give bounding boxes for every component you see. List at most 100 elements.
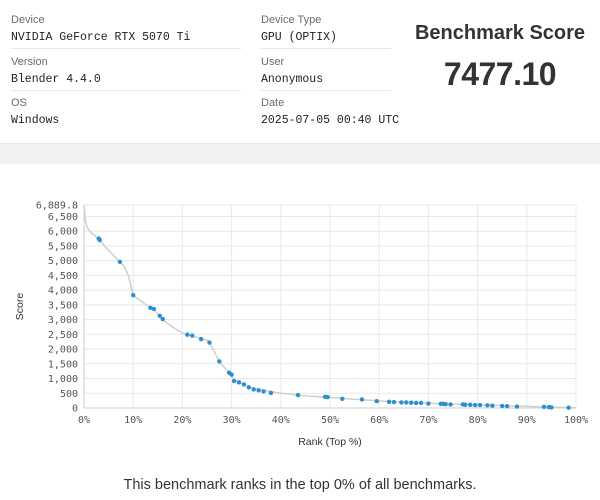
data-point (198, 336, 204, 342)
os-value: Windows (11, 114, 60, 127)
device-label: Device (11, 14, 45, 26)
data-point (399, 400, 404, 405)
user-value: Anonymous (261, 73, 324, 86)
y-tick-label: 3,500 (48, 300, 78, 311)
data-point (251, 387, 256, 392)
y-axis-title: Score (14, 293, 26, 321)
data-point (404, 400, 409, 405)
date-label: Date (261, 97, 285, 109)
data-point (448, 402, 453, 407)
data-point (490, 403, 495, 408)
x-tick-label: 60% (370, 415, 388, 426)
benchmark-info-panel: Device NVIDIA GeForce RTX 5070 Ti Versio… (0, 0, 600, 143)
user-label: User (261, 56, 285, 68)
data-point (386, 399, 392, 405)
data-point (463, 402, 468, 407)
x-tick-label: 30% (223, 415, 241, 426)
data-point (504, 404, 510, 409)
device-type-value: GPU (OPTIX) (261, 31, 337, 44)
device-field: Device NVIDIA GeForce RTX 5070 Ti (11, 14, 241, 44)
x-tick-label: 0% (78, 415, 90, 426)
data-point (231, 378, 237, 384)
y-tick-label: 4,500 (48, 271, 78, 282)
data-point (160, 316, 165, 322)
data-point (97, 237, 102, 243)
divider (11, 90, 241, 91)
date-field: Date 2025-07-05 00:40 UTC (261, 97, 491, 127)
data-point (295, 392, 301, 398)
data-point (268, 390, 274, 396)
data-point (207, 340, 212, 345)
data-point (325, 394, 330, 400)
x-tick-label: 90% (518, 415, 536, 426)
x-tick-label: 40% (272, 415, 290, 426)
data-point (426, 401, 431, 406)
y-tick-label: 0 (72, 404, 78, 415)
y-tick-label: 4,000 (48, 286, 78, 297)
data-point (340, 396, 345, 402)
data-point (418, 400, 424, 406)
data-point (566, 405, 571, 410)
y-tick-label: 3,000 (48, 315, 78, 326)
data-point (413, 400, 419, 406)
device-type-field: Device Type GPU (OPTIX) (261, 14, 491, 44)
version-label: Version (11, 56, 48, 68)
x-tick-label: 10% (124, 415, 142, 426)
data-point (541, 404, 547, 410)
data-point (549, 405, 554, 410)
data-point (148, 305, 153, 311)
data-point (117, 259, 123, 265)
data-point (485, 403, 490, 408)
x-tick-label: 80% (469, 415, 487, 426)
rank-summary: This benchmark ranks in the top 0% of al… (123, 477, 477, 493)
data-point (374, 399, 379, 404)
user-field: User Anonymous (261, 56, 491, 86)
x-tick-label: 100% (564, 415, 588, 426)
score-value: 7477.10 (443, 56, 557, 92)
x-tick-label: 20% (173, 415, 191, 426)
y-tick-label: 1,500 (48, 359, 78, 370)
os-label: OS (11, 97, 27, 109)
divider (11, 48, 241, 49)
y-tick-label: 6,500 (48, 212, 78, 223)
data-point (185, 332, 190, 337)
version-field: Version Blender 4.4.0 (11, 56, 241, 86)
x-axis-title: Rank (Top %) (298, 436, 362, 448)
device-type-label: Device Type (261, 14, 322, 26)
rank-score-chart: 0 500 1,000 1,500 2,000 2,500 3,000 3,500 4,000 4… (14, 201, 588, 449)
y-tick-label: 6,000 (48, 227, 78, 238)
date-value: 2025-07-05 00:40 UTC (261, 114, 400, 127)
data-point (468, 402, 473, 407)
data-point (359, 397, 365, 402)
data-point (256, 388, 261, 393)
os-field: OS Windows (11, 97, 241, 127)
data-point (229, 372, 234, 377)
x-tick-label: 70% (419, 415, 437, 426)
divider (261, 48, 391, 49)
data-point (236, 380, 242, 385)
data-point (151, 306, 157, 312)
data-point (477, 402, 483, 408)
y-tick-label: 1,000 (48, 374, 78, 385)
data-point (443, 401, 448, 407)
data-point (261, 389, 266, 394)
data-point (190, 333, 195, 338)
section-separator (0, 143, 600, 164)
y-tick-label: 5,000 (48, 256, 78, 267)
data-point (472, 402, 478, 408)
y-tick-label: 500 (60, 389, 78, 400)
y-tick-label: 6,889.8 (36, 201, 78, 212)
version-value: Blender 4.4.0 (11, 73, 101, 86)
y-tick-label: 5,500 (48, 241, 78, 252)
data-point (157, 313, 162, 318)
device-value: NVIDIA GeForce RTX 5070 Ti (11, 31, 191, 44)
y-tick-label: 2,500 (48, 330, 78, 341)
data-point (514, 404, 520, 409)
data-point (131, 292, 136, 298)
data-point (408, 400, 414, 405)
data-point (241, 382, 247, 387)
data-point (217, 359, 222, 364)
y-tick-label: 2,000 (48, 345, 78, 356)
divider (261, 90, 391, 91)
x-tick-label: 50% (321, 415, 339, 426)
